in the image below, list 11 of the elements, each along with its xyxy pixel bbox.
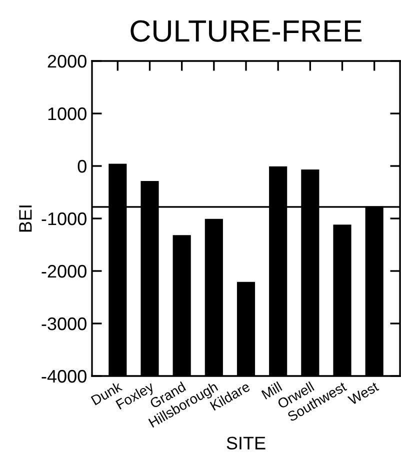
y-tick-label: 1000 xyxy=(48,107,86,120)
y-axis-title: BEI xyxy=(19,206,32,232)
x-tick-label: West xyxy=(347,381,380,406)
y-tick-label: -2000 xyxy=(42,264,86,278)
chart-title: CULTURE-FREE xyxy=(130,20,362,42)
y-tick-label: 2000 xyxy=(48,54,86,68)
y-tick-label: -3000 xyxy=(42,317,86,330)
x-axis-title: SITE xyxy=(226,436,266,450)
y-tick-label: 0 xyxy=(78,160,86,173)
y-tick-label: -4000 xyxy=(42,370,86,383)
y-tick-label: -1000 xyxy=(42,212,86,226)
